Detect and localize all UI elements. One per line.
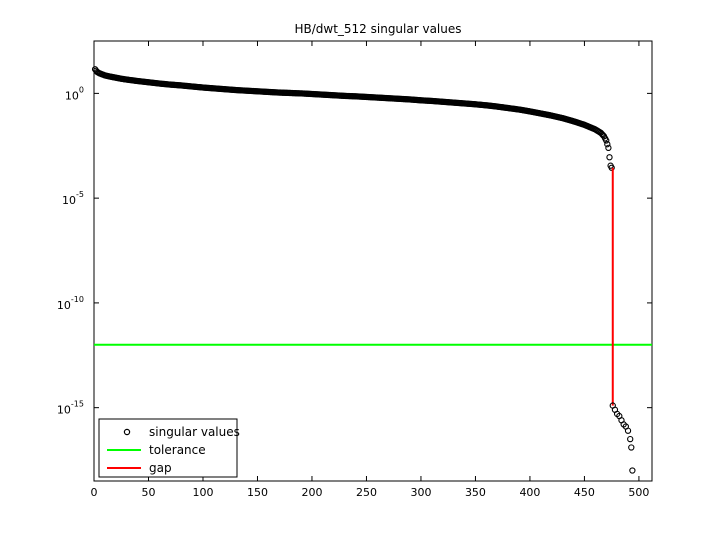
y-tick-label: 100 <box>65 85 84 102</box>
singular-value-marker <box>629 467 636 474</box>
legend-label: gap <box>149 461 172 475</box>
singular-value-marker <box>604 141 611 148</box>
singular-value-marker <box>624 427 632 434</box>
legend-label: singular values <box>149 425 240 439</box>
chart-title: HB/dwt_512 singular values <box>294 22 461 36</box>
x-tick-label: 350 <box>465 486 486 499</box>
x-tick-label: 200 <box>301 486 322 499</box>
x-tick-label: 250 <box>356 486 377 499</box>
plot-frame <box>93 40 653 482</box>
legend-label: tolerance <box>149 443 206 457</box>
y-tick-label: 10-15 <box>57 400 84 417</box>
singular-value-marker <box>605 144 612 152</box>
x-tick-label: 500 <box>628 486 649 499</box>
legend-marker-singular-values <box>123 428 131 436</box>
x-tick-label: 450 <box>574 486 595 499</box>
legend: singular values tolerance gap <box>98 418 240 478</box>
y-tick-label: 10-10 <box>57 295 84 312</box>
x-tick-label: 150 <box>247 486 268 499</box>
x-tick-label: 300 <box>410 486 431 499</box>
x-tick-label: 50 <box>141 486 155 499</box>
y-tick-label: 10-5 <box>62 190 84 207</box>
singular-value-marker <box>627 435 634 443</box>
singular-value-marker <box>628 444 635 451</box>
x-tick-label: 400 <box>519 486 540 499</box>
y-axis: 100 10-5 10-10 10-15 <box>57 85 652 417</box>
singular-value-marker <box>608 164 615 171</box>
x-axis: 0 50 100 150 200 250 300 350 400 450 500 <box>91 41 649 499</box>
series-layer <box>91 66 652 474</box>
plot-area <box>93 40 653 482</box>
singular-value-marker <box>603 137 610 144</box>
singular-value-marker <box>606 154 613 161</box>
x-tick-label: 100 <box>192 486 213 499</box>
x-tick-label: 0 <box>91 486 98 499</box>
